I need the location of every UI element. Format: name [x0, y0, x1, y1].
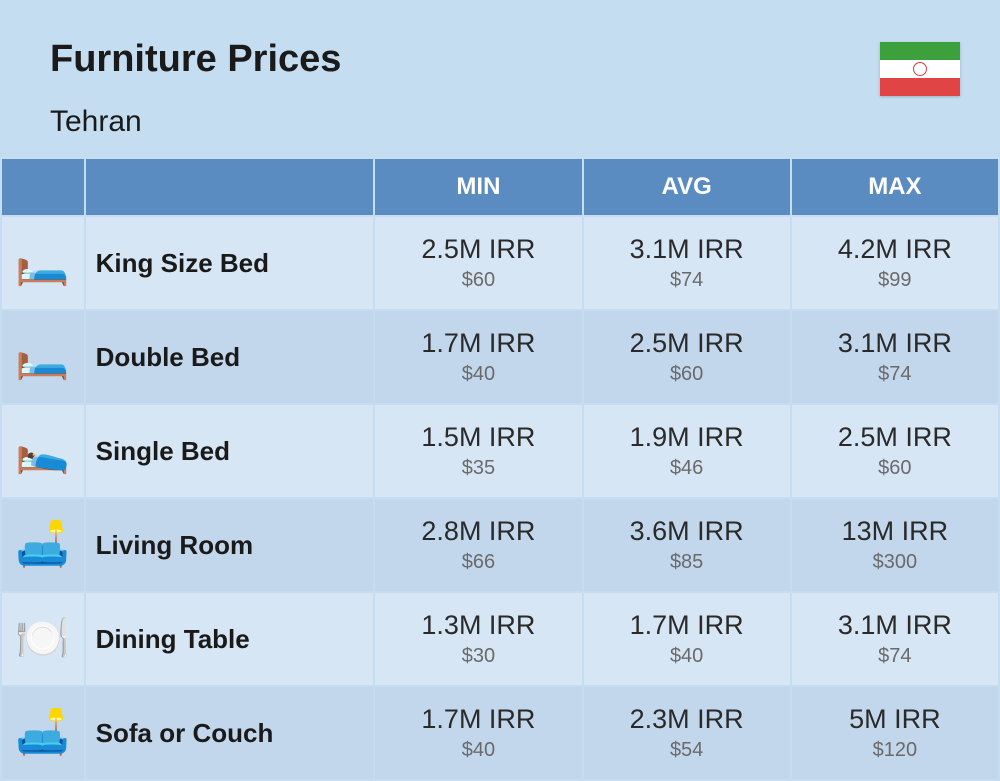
- furniture-icon: 🛏️: [2, 311, 84, 403]
- furniture-icon: 🍽️: [2, 593, 84, 685]
- price-min: 1.7M IRR $40: [375, 687, 581, 779]
- price-irr: 2.5M IRR: [375, 234, 581, 265]
- price-irr: 1.7M IRR: [584, 610, 790, 641]
- table-row: 🛋️Sofa or Couch1.7M IRR $402.3M IRR $545M …: [2, 687, 998, 779]
- table-row: 🍽️Dining Table1.3M IRR $301.7M IRR $403.1M…: [2, 593, 998, 685]
- iran-flag-icon: [880, 42, 960, 96]
- price-irr: 3.6M IRR: [584, 516, 790, 547]
- price-usd: $60: [584, 363, 790, 386]
- price-irr: 2.5M IRR: [584, 328, 790, 359]
- price-min: 1.3M IRR $30: [375, 593, 581, 685]
- price-irr: 3.1M IRR: [584, 234, 790, 265]
- price-avg: 3.6M IRR $85: [584, 499, 790, 591]
- price-min: 1.7M IRR $40: [375, 311, 581, 403]
- price-min: 2.8M IRR $66: [375, 499, 581, 591]
- price-avg: 2.5M IRR $60: [584, 311, 790, 403]
- price-usd: $60: [792, 457, 998, 480]
- price-usd: $120: [792, 739, 998, 762]
- price-max: 2.5M IRR $60: [792, 405, 998, 497]
- price-usd: $40: [375, 363, 581, 386]
- col-icon: [2, 159, 84, 215]
- table-row: 🛋️Living Room2.8M IRR $663.6M IRR $8513M I…: [2, 499, 998, 591]
- price-irr: 13M IRR: [792, 516, 998, 547]
- furniture-name: Dining Table: [86, 593, 374, 685]
- furniture-icon: 🛋️: [2, 499, 84, 591]
- price-irr: 2.8M IRR: [375, 516, 581, 547]
- furniture-name: Living Room: [86, 499, 374, 591]
- furniture-name: Double Bed: [86, 311, 374, 403]
- price-min: 1.5M IRR $35: [375, 405, 581, 497]
- price-min: 2.5M IRR $60: [375, 217, 581, 309]
- price-irr: 1.7M IRR: [375, 704, 581, 735]
- price-max: 13M IRR $300: [792, 499, 998, 591]
- col-name: [86, 159, 374, 215]
- price-max: 4.2M IRR $99: [792, 217, 998, 309]
- furniture-name: King Size Bed: [86, 217, 374, 309]
- price-usd: $66: [375, 551, 581, 574]
- price-usd: $60: [375, 269, 581, 292]
- price-usd: $35: [375, 457, 581, 480]
- furniture-name: Sofa or Couch: [86, 687, 374, 779]
- table-row: 🛏️Double Bed1.7M IRR $402.5M IRR $603.1M I…: [2, 311, 998, 403]
- furniture-icon: 🛋️: [2, 687, 84, 779]
- price-max: 5M IRR $120: [792, 687, 998, 779]
- col-max: MAX: [792, 159, 998, 215]
- header: Furniture Prices Tehran: [0, 0, 1000, 157]
- price-avg: 1.7M IRR $40: [584, 593, 790, 685]
- price-usd: $46: [584, 457, 790, 480]
- table-row: 🛏️King Size Bed2.5M IRR $603.1M IRR $744.2…: [2, 217, 998, 309]
- price-irr: 2.5M IRR: [792, 422, 998, 453]
- price-usd: $74: [792, 363, 998, 386]
- price-usd: $99: [792, 269, 998, 292]
- price-usd: $300: [792, 551, 998, 574]
- price-avg: 1.9M IRR $46: [584, 405, 790, 497]
- price-usd: $85: [584, 551, 790, 574]
- page-subtitle: Tehran: [50, 105, 950, 139]
- price-max: 3.1M IRR $74: [792, 593, 998, 685]
- price-irr: 2.3M IRR: [584, 704, 790, 735]
- page-title: Furniture Prices: [50, 38, 950, 81]
- price-irr: 1.3M IRR: [375, 610, 581, 641]
- price-irr: 3.1M IRR: [792, 328, 998, 359]
- price-irr: 4.2M IRR: [792, 234, 998, 265]
- price-avg: 3.1M IRR $74: [584, 217, 790, 309]
- price-usd: $74: [792, 645, 998, 668]
- price-avg: 2.3M IRR $54: [584, 687, 790, 779]
- price-table: MIN AVG MAX 🛏️King Size Bed2.5M IRR$603.…: [0, 157, 1000, 781]
- col-avg: AVG: [584, 159, 790, 215]
- price-irr: 1.5M IRR: [375, 422, 581, 453]
- table-header-row: MIN AVG MAX: [2, 159, 998, 215]
- price-usd: $74: [584, 269, 790, 292]
- furniture-icon: 🛏️: [2, 217, 84, 309]
- price-usd: $54: [584, 739, 790, 762]
- price-max: 3.1M IRR $74: [792, 311, 998, 403]
- price-usd: $30: [375, 645, 581, 668]
- furniture-name: Single Bed: [86, 405, 374, 497]
- furniture-icon: 🛌: [2, 405, 84, 497]
- price-irr: 5M IRR: [792, 704, 998, 735]
- price-usd: $40: [584, 645, 790, 668]
- price-irr: 1.9M IRR: [584, 422, 790, 453]
- table-row: 🛌Single Bed1.5M IRR $351.9M IRR $462.5M IR…: [2, 405, 998, 497]
- price-irr: 1.7M IRR: [375, 328, 581, 359]
- price-irr: 3.1M IRR: [792, 610, 998, 641]
- price-usd: $40: [375, 739, 581, 762]
- col-min: MIN: [375, 159, 581, 215]
